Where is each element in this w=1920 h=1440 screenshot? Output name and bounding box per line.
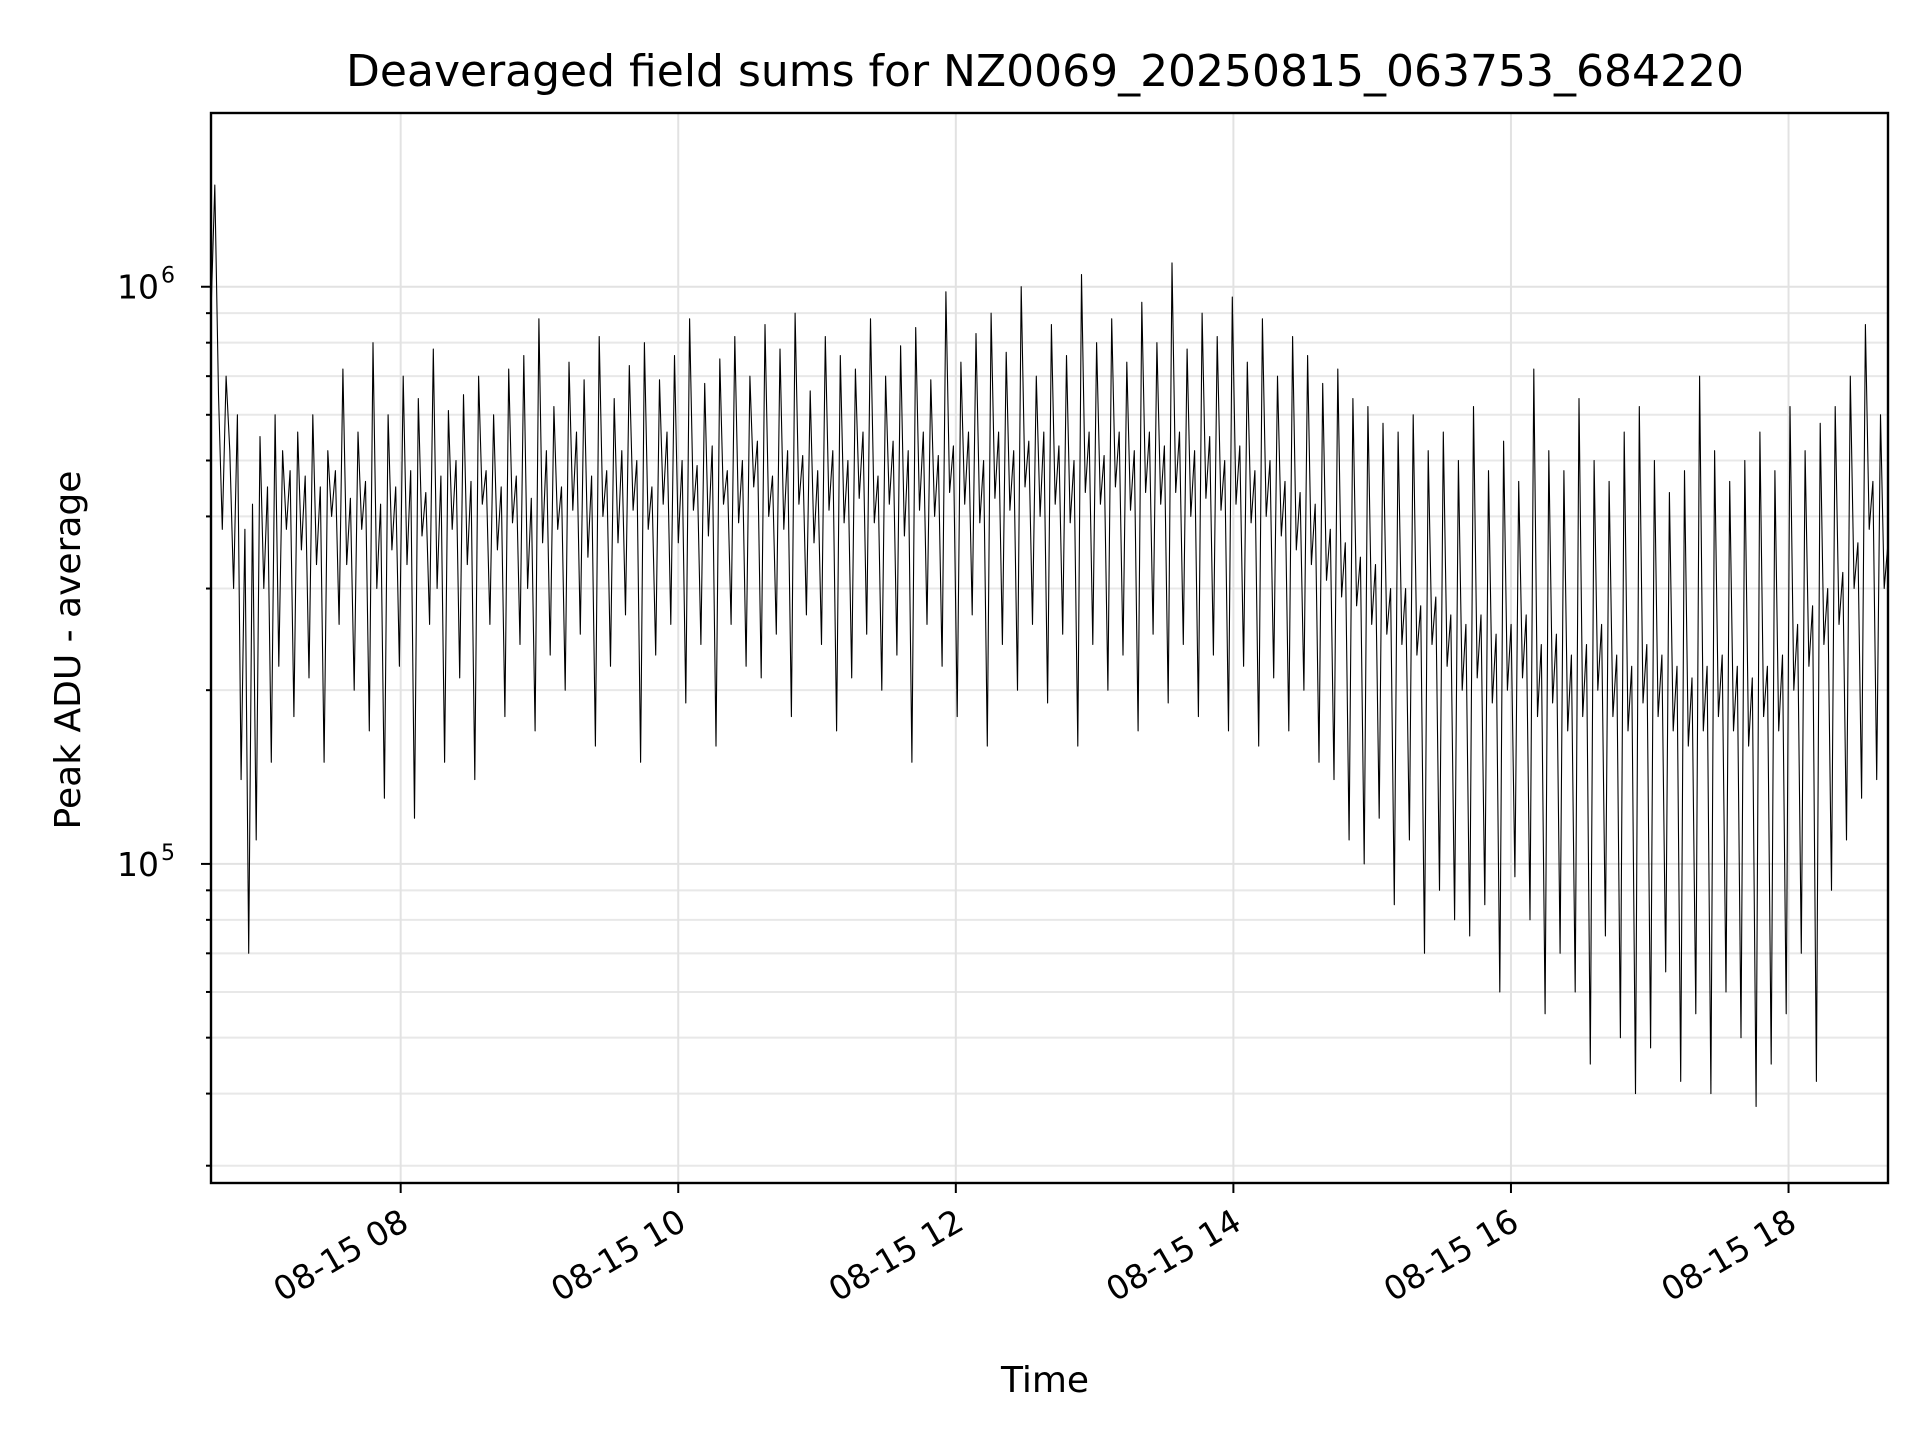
chart-title: Deaveraged field sums for NZ0069_2025081… (346, 46, 1744, 97)
series-group (210, 184, 1889, 1108)
plot-frame (209, 111, 1890, 1185)
x-axis-label: Time (1000, 1360, 1089, 1401)
y-tick-exponent: 6 (161, 264, 175, 289)
y-tick-base: 10 (117, 845, 159, 884)
y-tick-exponent: 5 (161, 841, 175, 866)
y-axis-label: Peak ADU - average (48, 471, 89, 830)
y-tick-label: 10 6 (117, 264, 175, 307)
y-tick-label: 10 5 (117, 841, 175, 884)
series-line (210, 184, 1889, 1108)
y-tick-base: 10 (117, 268, 159, 307)
